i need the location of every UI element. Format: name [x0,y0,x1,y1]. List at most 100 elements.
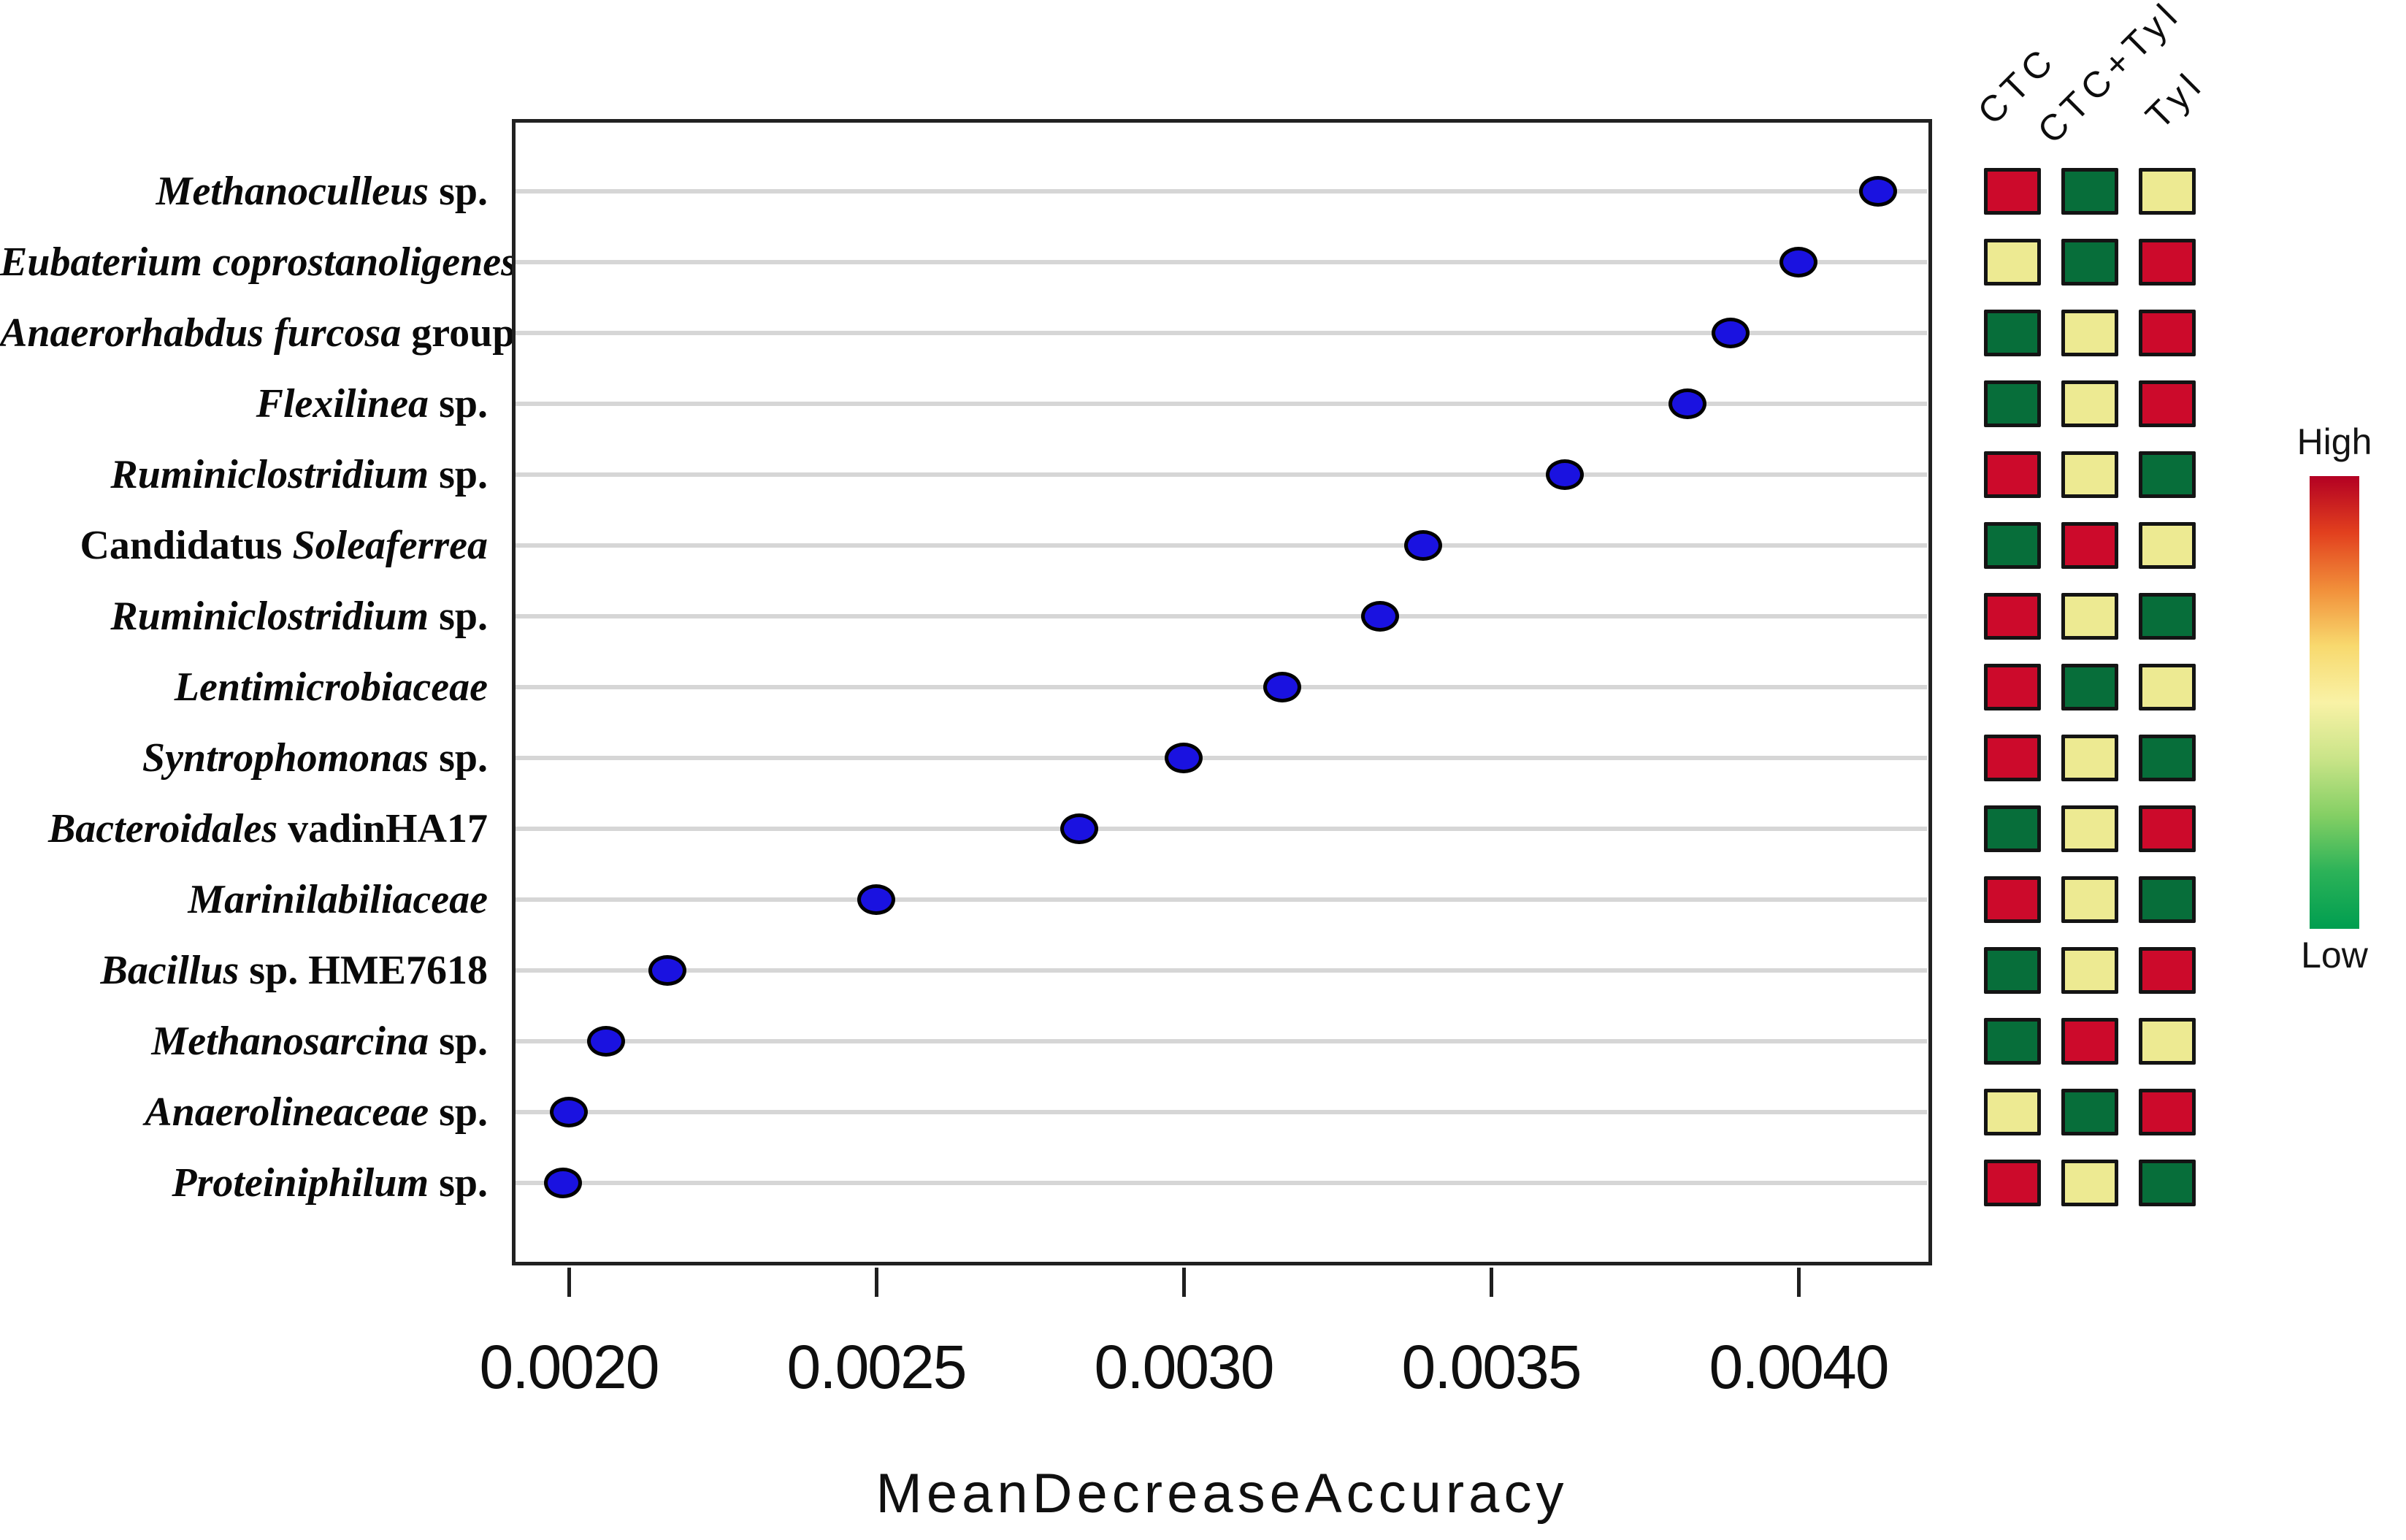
legend-gradient-bar [2310,476,2359,929]
taxon-name-roman: Candidatus [80,523,293,568]
taxon-name-italic: Flexilinea [256,381,429,426]
taxon-name-italic: Bacteroidales [47,806,278,851]
data-point-dot [1263,672,1301,702]
taxon-name-italic: Proteiniphilum [172,1160,429,1206]
taxon-name-roman: sp. [429,594,488,639]
heatmap-cell [1984,239,2041,286]
x-tick-mark [1797,1268,1801,1297]
taxon-name-italic: Anaerolineaceae [145,1089,429,1135]
x-tick-mark [875,1268,878,1297]
heatmap-cell [1984,805,2041,852]
taxon-name-italic: Anaerorhabdus furcosa [0,310,402,356]
taxon-name-roman: sp. [429,1160,488,1206]
heatmap-cell [1984,1018,2041,1065]
taxon-label: Anaerolineaceae sp. [0,1086,488,1138]
x-tick-mark [1182,1268,1186,1297]
heatmap-cell [2139,1089,2196,1135]
gridline [516,897,1927,902]
data-point-dot [1712,318,1750,348]
heatmap-column-header: Tyl [2137,62,2212,137]
taxon-name-roman: sp. [429,1089,488,1135]
gridline [516,402,1927,406]
gridline [516,260,1927,264]
taxon-name-italic: Ruminiclostridium [110,452,429,497]
heatmap-cell [2139,310,2196,356]
taxon-name-italic: Methanoculleus [156,169,429,214]
gridline [516,331,1927,335]
data-point-dot [1546,459,1585,490]
heatmap-cell [1984,1160,2041,1206]
heatmap-cell [2061,1160,2118,1206]
heatmap-cell [2139,735,2196,781]
legend-high-label: High [2296,421,2372,462]
heatmap-cell [2139,664,2196,710]
gridline [516,1039,1927,1043]
taxon-name-italic: Methanosarcina [151,1019,429,1064]
plot-area [512,119,1932,1265]
taxon-label: Proteiniphilum sp. [0,1157,488,1209]
taxon-label: Ruminiclostridium sp. [0,590,488,643]
taxon-label: Anaerorhabdus furcosa group [0,307,515,359]
taxon-name-italic: Eubaterium coprostanoligenes [0,240,517,285]
gridline [516,827,1927,831]
x-tick-mark [567,1268,571,1297]
taxon-label: Candidatus Soleaferrea [0,519,488,572]
heatmap-cell [2139,1018,2196,1065]
data-point-dot [1165,743,1203,773]
taxon-label: Methanosarcina sp. [0,1015,488,1068]
heatmap-cell [2139,168,2196,215]
heatmap-cell [1984,310,2041,356]
heatmap-cell [2061,664,2118,710]
data-point-dot [1859,176,1898,207]
taxon-name-roman: vadinHA17 [277,806,488,851]
heatmap-cell [1984,451,2041,498]
heatmap-cell [1984,593,2041,640]
heatmap-cell [1984,168,2041,215]
taxon-label: Syntrophomonas sp. [0,732,488,784]
taxon-name-italic: Soleaferrea [292,523,488,568]
gridline [516,189,1927,194]
heatmap-cell [2139,1160,2196,1206]
data-point-dot [648,955,686,986]
taxon-label: Eubaterium coprostanoligenes [0,236,517,288]
heatmap-cell [2061,310,2118,356]
data-point-dot [1779,247,1817,277]
taxon-label: Ruminiclostridium sp. [0,448,488,501]
heatmap-cell [2139,451,2196,498]
gridline [516,1181,1927,1185]
legend-low-label: Low [2301,935,2368,976]
heatmap-cell [2139,876,2196,923]
data-point-dot [1404,530,1443,561]
heatmap-cell [2061,1018,2118,1065]
taxon-label: Bacteroidales vadinHA17 [0,802,488,855]
taxon-label: Flexilinea sp. [0,378,488,430]
x-tick-label: 0.0020 [479,1333,660,1401]
x-tick-mark [1490,1268,1493,1297]
heatmap-cell [1984,1089,2041,1135]
heatmap-cell [2139,380,2196,427]
gridline [516,614,1927,618]
taxon-name-italic: Lentimicrobiaceae [174,664,488,710]
taxon-label: Lentimicrobiaceae [0,661,488,713]
heatmap-cell [2139,947,2196,994]
data-point-dot [1060,813,1098,844]
heatmap-cell [2061,380,2118,427]
taxon-name-roman: sp. [429,169,488,214]
taxon-name-roman: sp. [429,452,488,497]
x-tick-label: 0.0035 [1401,1333,1582,1401]
data-point-dot [550,1097,588,1127]
heatmap-cell [2139,593,2196,640]
gridline [516,968,1927,973]
heatmap-cell [2139,805,2196,852]
data-point-dot [1669,388,1707,419]
data-point-dot [543,1168,582,1198]
heatmap-cell [2061,876,2118,923]
heatmap-cell [1984,522,2041,569]
heatmap-cell [1984,664,2041,710]
x-tick-label: 0.0040 [1709,1333,1890,1401]
heatmap-cell [1984,876,2041,923]
taxon-name-roman: sp. HME7618 [239,948,488,993]
heatmap-cell [2061,735,2118,781]
gridline [516,685,1927,689]
heatmap-cell [1984,380,2041,427]
